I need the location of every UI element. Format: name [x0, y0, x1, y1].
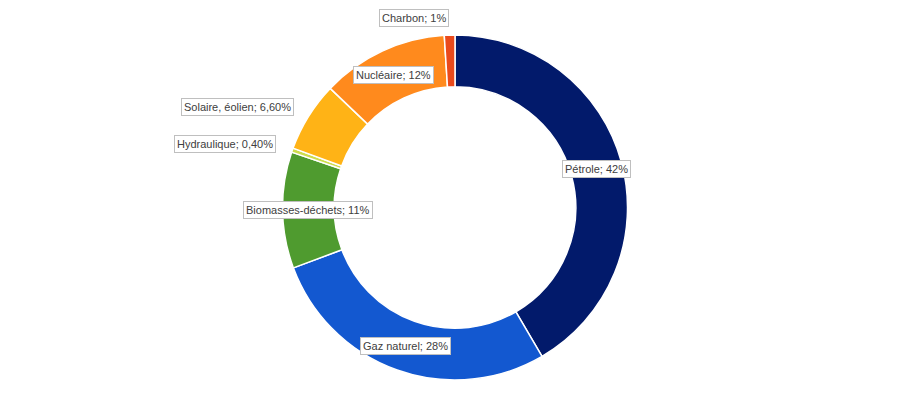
svg-text:Biomasses-déchets; 11%: Biomasses-déchets; 11% [246, 204, 370, 216]
svg-text:Charbon; 1%: Charbon; 1% [382, 12, 446, 24]
svg-text:Hydraulique; 0,40%: Hydraulique; 0,40% [177, 138, 273, 150]
svg-text:Gaz naturel; 28%: Gaz naturel; 28% [363, 340, 448, 352]
svg-text:Nucléaire; 12%: Nucléaire; 12% [356, 69, 431, 81]
svg-text:Solaire, éolien; 6,60%: Solaire, éolien; 6,60% [184, 101, 291, 113]
svg-text:Pétrole; 42%: Pétrole; 42% [565, 163, 628, 175]
